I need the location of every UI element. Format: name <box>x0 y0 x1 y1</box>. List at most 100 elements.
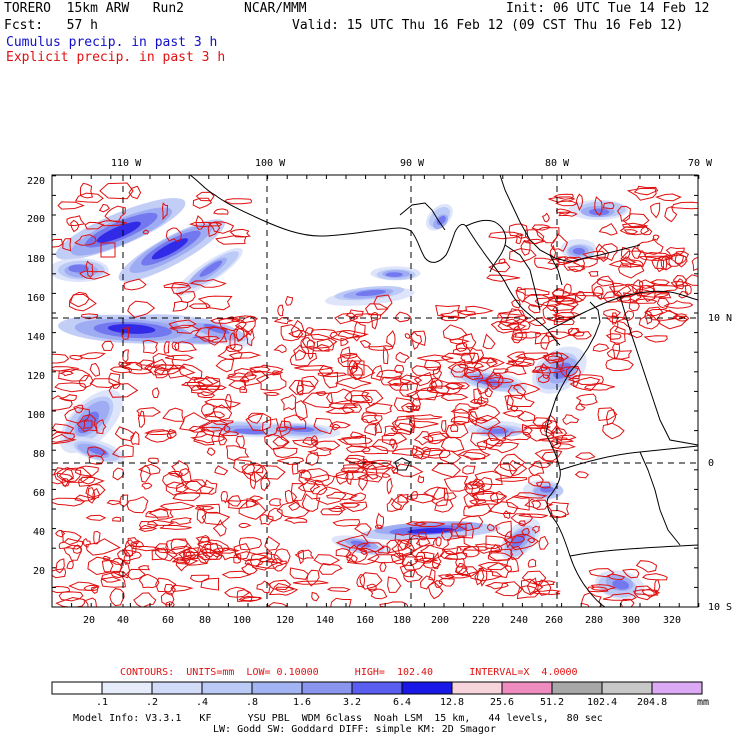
contour-line <box>52 585 71 594</box>
contour-line <box>325 491 358 501</box>
contour-line <box>397 537 421 557</box>
contour-line <box>175 291 196 304</box>
contour-line <box>638 313 661 330</box>
contour-line <box>495 476 528 482</box>
contour-line <box>435 536 442 547</box>
contour-line <box>405 405 421 411</box>
contour-line <box>368 345 394 351</box>
contour-line <box>606 573 626 580</box>
y-tick-180: 180 <box>27 254 46 265</box>
model-info: Model Info: V3.3.1 KF YSU PBL WDM 6class… <box>73 713 603 724</box>
contour-line <box>201 426 225 432</box>
contour-line <box>365 402 393 415</box>
legend-value: 204.8 <box>637 697 668 708</box>
contour-line <box>196 385 227 391</box>
contour-line <box>267 579 292 591</box>
contour-line <box>487 552 513 562</box>
contour-line <box>540 333 550 350</box>
contour-line <box>288 500 301 511</box>
contour-line <box>245 413 272 431</box>
contour-line <box>138 463 161 475</box>
lon-label-80w: 80 W <box>545 158 570 169</box>
cumulus-cell <box>203 323 230 335</box>
contour-line <box>326 587 351 593</box>
contour-line <box>76 414 99 432</box>
contour-line <box>389 382 409 391</box>
contour-line <box>213 208 229 215</box>
legend-value: 25.6 <box>490 697 515 708</box>
contour-line <box>643 335 668 343</box>
explicit-precip-contours <box>52 182 698 607</box>
contour-line <box>221 431 240 437</box>
contour-line <box>562 283 572 294</box>
contour-line <box>413 551 435 563</box>
contour-line <box>183 479 207 492</box>
contour-line <box>411 445 426 460</box>
contour-line <box>508 459 528 477</box>
contour-line <box>594 196 603 216</box>
contour-line <box>155 547 168 561</box>
contour-line <box>588 270 599 277</box>
legend-value: 1.6 <box>293 697 312 708</box>
legend-value: 3.2 <box>343 697 362 708</box>
contour-line <box>334 376 372 390</box>
contour-line <box>565 365 581 380</box>
contour-line <box>85 514 107 521</box>
contour-line <box>346 547 380 565</box>
contour-line <box>482 333 496 350</box>
contour-line <box>419 544 444 560</box>
contour-line <box>513 331 542 339</box>
contour-line <box>239 385 248 394</box>
contour-line <box>101 340 114 351</box>
contour-line <box>531 525 541 534</box>
contour-line <box>85 538 121 556</box>
contour-line <box>512 331 527 341</box>
contour-line <box>463 492 480 509</box>
contour-line <box>337 436 373 445</box>
contour-line <box>256 580 271 594</box>
contour-line <box>665 252 685 267</box>
contour-line <box>63 544 82 561</box>
contour-line <box>538 437 575 443</box>
contour-line <box>143 429 177 435</box>
contour-line <box>100 576 122 583</box>
contour-line <box>456 515 484 532</box>
contour-line <box>452 347 471 356</box>
contour-line <box>644 310 653 325</box>
contour-line <box>101 559 123 574</box>
contour-line <box>170 538 188 551</box>
contour-line <box>488 261 511 273</box>
contour-line <box>62 238 72 252</box>
contour-line <box>198 419 229 438</box>
contour-line <box>614 320 632 335</box>
contour-line <box>109 366 133 374</box>
contour-line <box>249 364 284 374</box>
contour-line <box>575 402 586 411</box>
contour-line <box>302 437 319 446</box>
contour-line <box>675 278 685 290</box>
contour-line <box>262 391 281 396</box>
contour-line <box>247 412 264 424</box>
contour-line <box>135 359 155 371</box>
contour-line <box>249 495 264 502</box>
lon-label-100w: 100 W <box>255 158 286 169</box>
contour-line <box>387 576 402 593</box>
contour-line <box>550 439 562 450</box>
contour-line <box>307 447 333 457</box>
contour-line <box>212 519 227 537</box>
contour-line <box>241 462 268 483</box>
contour-line <box>233 543 251 560</box>
init-time: Init: 06 UTC Tue 14 Feb 12 <box>506 1 710 16</box>
contour-line <box>663 300 694 309</box>
contour-line <box>208 326 226 346</box>
contour-line <box>471 490 507 502</box>
contour-line <box>440 436 465 453</box>
contour-line <box>58 394 77 402</box>
cumulus-cell <box>588 208 610 216</box>
contour-line <box>297 469 306 474</box>
contour-line <box>632 279 644 294</box>
contour-line <box>306 339 315 360</box>
contour-line <box>426 385 450 394</box>
contour-line <box>348 359 359 376</box>
contour-line <box>357 458 372 469</box>
